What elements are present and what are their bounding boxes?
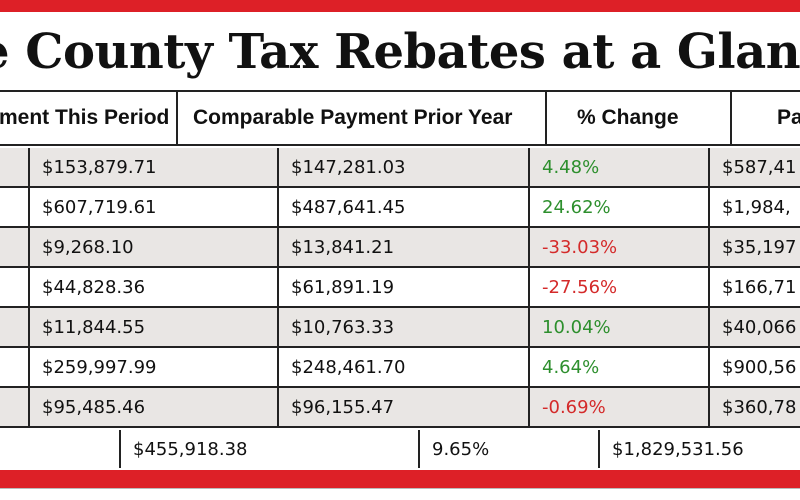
prior-year-payment: $248,461.70 <box>277 348 529 386</box>
payment-this-period: $9,268.10 <box>28 228 278 266</box>
total-payment-this-period: $455,918.38 <box>119 430 419 468</box>
stub-cell <box>0 228 28 266</box>
table-row: $607,719.61 $487,641.45 24.62% $1,984, <box>0 188 800 228</box>
percent-change: 4.48% <box>528 148 709 186</box>
percent-change: -33.03% <box>528 228 709 266</box>
table-row: $95,485.46 $96,155.47 -0.69% $360,78 <box>0 388 800 428</box>
payment-ytd: $587,41 <box>708 148 800 186</box>
percent-change: 24.62% <box>528 188 709 226</box>
bottom-red-bar <box>0 470 800 488</box>
payment-ytd: $900,56 <box>708 348 800 386</box>
payment-ytd: $35,197 <box>708 228 800 266</box>
stub-cell <box>0 388 28 426</box>
payment-this-period: $95,485.46 <box>28 388 278 426</box>
percent-change: -27.56% <box>528 268 709 306</box>
total-percent-change: 9.65% <box>418 430 599 468</box>
prior-year-payment: $147,281.03 <box>277 148 529 186</box>
payment-ytd: $1,984, <box>708 188 800 226</box>
prior-year-payment: $61,891.19 <box>277 268 529 306</box>
page-title-text: e County Tax Rebates at a Glance - Mar <box>0 24 800 80</box>
stub-cell <box>0 268 28 306</box>
header-payment-this-period: ment This Period <box>0 92 178 144</box>
table-row: $44,828.36 $61,891.19 -27.56% $166,71 <box>0 268 800 308</box>
table-row: $11,844.55 $10,763.33 10.04% $40,066 <box>0 308 800 348</box>
prior-year-payment: $13,841.21 <box>277 228 529 266</box>
totals-label-cell <box>0 430 120 468</box>
stub-cell <box>0 188 28 226</box>
prior-year-payment: $96,155.47 <box>277 388 529 426</box>
table-row: $153,879.71 $147,281.03 4.48% $587,41 <box>0 148 800 188</box>
header-percent-change: % Change <box>545 92 731 144</box>
header-prior-year: Comparable Payment Prior Year <box>176 92 546 144</box>
table-row: $259,997.99 $248,461.70 4.64% $900,56 <box>0 348 800 388</box>
totals-row: $455,918.38 9.65% $1,829,531.56 <box>0 430 800 470</box>
payment-this-period: $153,879.71 <box>28 148 278 186</box>
payment-this-period: $11,844.55 <box>28 308 278 346</box>
table-header: ment This Period Comparable Payment Prio… <box>0 90 800 146</box>
stub-cell <box>0 148 28 186</box>
payment-ytd: $40,066 <box>708 308 800 346</box>
percent-change: -0.69% <box>528 388 709 426</box>
stub-cell <box>0 348 28 386</box>
percent-change: 10.04% <box>528 308 709 346</box>
table-row: $9,268.10 $13,841.21 -33.03% $35,197 <box>0 228 800 268</box>
percent-change: 4.64% <box>528 348 709 386</box>
payment-this-period: $607,719.61 <box>28 188 278 226</box>
stub-cell <box>0 308 28 346</box>
page-title: e County Tax Rebates at a Glance - Mar <box>0 14 800 90</box>
header-payment-ytd: Pa <box>730 92 800 144</box>
total-payment-ytd: $1,829,531.56 <box>598 430 800 468</box>
prior-year-payment: $487,641.45 <box>277 188 529 226</box>
top-red-bar <box>0 0 800 12</box>
payment-ytd: $360,78 <box>708 388 800 426</box>
payment-ytd: $166,71 <box>708 268 800 306</box>
payment-this-period: $259,997.99 <box>28 348 278 386</box>
prior-year-payment: $10,763.33 <box>277 308 529 346</box>
payment-this-period: $44,828.36 <box>28 268 278 306</box>
bottom-strip <box>0 488 800 500</box>
